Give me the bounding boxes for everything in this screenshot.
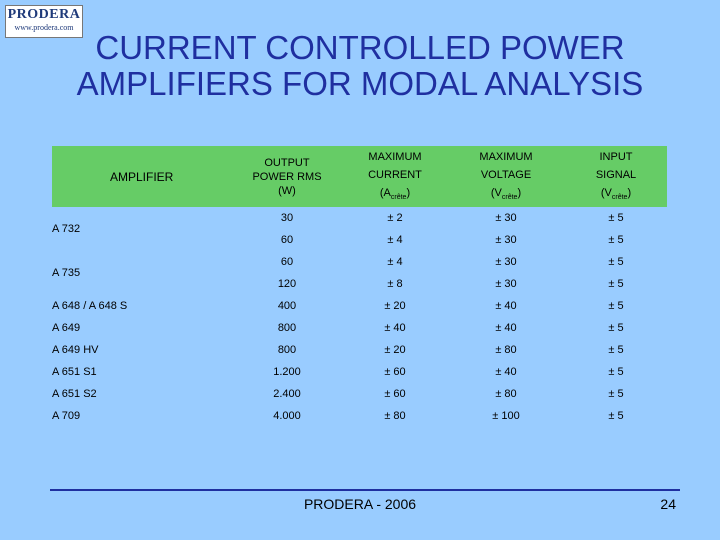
table-row: A 648 / A 648 S 400 ± 20 ± 40 ± 5: [52, 295, 667, 317]
cell-signal: ± 5: [608, 256, 624, 269]
table-row: A 651 S1 1.200 ± 60 ± 40 ± 5: [52, 361, 667, 383]
cell-voltage: ± 40: [495, 366, 517, 379]
cell-current: ± 20: [384, 300, 406, 313]
cell-power: 120: [277, 278, 297, 291]
header-signal-unit: (Vcrête): [600, 187, 632, 202]
header-voltage-line-2: VOLTAGE: [480, 169, 532, 181]
footer-text: PRODERA - 2006: [303, 496, 417, 512]
slide-title: CURRENT CONTROLLED POWER AMPLIFIERS FOR …: [40, 30, 680, 102]
cell-signal: ± 5: [608, 344, 624, 357]
cell-current: ± 4: [387, 234, 403, 247]
cell-signal: ± 5: [608, 278, 624, 291]
cell-signal: ± 5: [608, 388, 624, 401]
header-max-voltage: MAXIMUM VOLTAGE (Vcrête): [447, 146, 565, 208]
header-input-signal: INPUT SIGNAL (Vcrête): [565, 146, 667, 208]
row-name-a735: A 735: [52, 267, 81, 280]
cell-signal: ± 5: [608, 212, 624, 225]
cell-voltage: ± 30: [495, 278, 517, 291]
title-line-1: CURRENT CONTROLLED POWER: [95, 29, 625, 66]
cell-power: 2.400: [273, 388, 301, 401]
cell-signal: ± 5: [608, 410, 624, 423]
cell-voltage: ± 30: [495, 256, 517, 269]
header-power-line-2: POWER RMS: [252, 170, 322, 183]
amplifier-table: AMPLIFIER OUTPUT POWER RMS (W) MAXIMUM C…: [52, 146, 667, 427]
header-voltage-unit: (Vcrête): [490, 187, 522, 202]
cell-signal: ± 5: [608, 300, 624, 313]
header-power-line-3: (W): [278, 184, 296, 197]
table-row: A 735 60 ± 4 ± 30 ± 5: [52, 251, 667, 279]
cell-current: ± 60: [384, 366, 406, 379]
table-row: 60 ± 4 ± 30 ± 5: [52, 229, 667, 251]
cell-signal: ± 5: [608, 322, 624, 335]
table-header-row: AMPLIFIER OUTPUT POWER RMS (W) MAXIMUM C…: [52, 146, 667, 208]
cell-power: 60: [280, 256, 294, 269]
title-line-2: AMPLIFIERS FOR MODAL ANALYSIS: [76, 65, 644, 102]
cell-current: ± 60: [384, 388, 406, 401]
cell-current: ± 8: [387, 278, 403, 291]
cell-signal: ± 5: [608, 234, 624, 247]
cell-current: ± 2: [387, 212, 403, 225]
header-voltage-line-1: MAXIMUM: [479, 151, 533, 163]
header-current-unit: (Acrête): [379, 187, 411, 202]
cell-voltage: ± 40: [495, 322, 517, 335]
cell-voltage: ± 30: [495, 212, 517, 225]
cell-current: ± 80: [384, 410, 406, 423]
table-row: A 649 800 ± 40 ± 40 ± 5: [52, 317, 667, 339]
header-output-power: OUTPUT POWER RMS (W): [231, 146, 343, 208]
table-row: 120 ± 8 ± 30 ± 5: [52, 273, 667, 295]
page-number: 24: [660, 496, 676, 512]
header-signal-line-2: SIGNAL: [595, 169, 637, 181]
cell-voltage: ± 80: [495, 388, 517, 401]
header-current-line-1: MAXIMUM: [368, 151, 422, 163]
cell-voltage: ± 100: [492, 410, 520, 423]
logo-url: www.prodera.com: [14, 23, 74, 32]
cell-power: 1.200: [273, 366, 301, 379]
header-power-line-1: OUTPUT: [264, 156, 310, 169]
cell-voltage: ± 80: [495, 344, 517, 357]
table-row: A 709 4.000 ± 80 ± 100 ± 5: [52, 405, 667, 427]
prodera-logo: PRODERA www.prodera.com: [5, 5, 83, 38]
cell-power: 800: [277, 344, 297, 357]
row-name: A 648 / A 648 S: [52, 300, 128, 313]
cell-power: 60: [280, 234, 294, 247]
footer-divider: [50, 489, 680, 491]
row-name: A 709: [52, 410, 81, 423]
row-name-a732: A 732: [52, 223, 81, 236]
cell-power: 30: [280, 212, 294, 225]
cell-voltage: ± 40: [495, 300, 517, 313]
header-amplifier: AMPLIFIER: [52, 146, 231, 208]
cell-current: ± 40: [384, 322, 406, 335]
row-name: A 651 S2: [52, 388, 97, 401]
row-name: A 651 S1: [52, 366, 97, 379]
table-row: A 732 30 ± 2 ± 30 ± 5: [52, 207, 667, 235]
cell-voltage: ± 30: [495, 234, 517, 247]
row-name: A 649: [52, 322, 81, 335]
table-row: A 651 S2 2.400 ± 60 ± 80 ± 5: [52, 383, 667, 405]
cell-power: 800: [277, 322, 297, 335]
row-name: A 649 HV: [52, 344, 99, 357]
table-row: A 649 HV 800 ± 20 ± 80 ± 5: [52, 339, 667, 361]
cell-power: 4.000: [273, 410, 301, 423]
logo-brand: PRODERA: [7, 7, 81, 22]
cell-signal: ± 5: [608, 366, 624, 379]
cell-power: 400: [277, 300, 297, 313]
header-max-current: MAXIMUM CURRENT (Acrête): [343, 146, 447, 208]
cell-current: ± 4: [387, 256, 403, 269]
header-current-line-2: CURRENT: [368, 169, 422, 181]
cell-current: ± 20: [384, 344, 406, 357]
header-signal-line-1: INPUT: [599, 151, 633, 163]
